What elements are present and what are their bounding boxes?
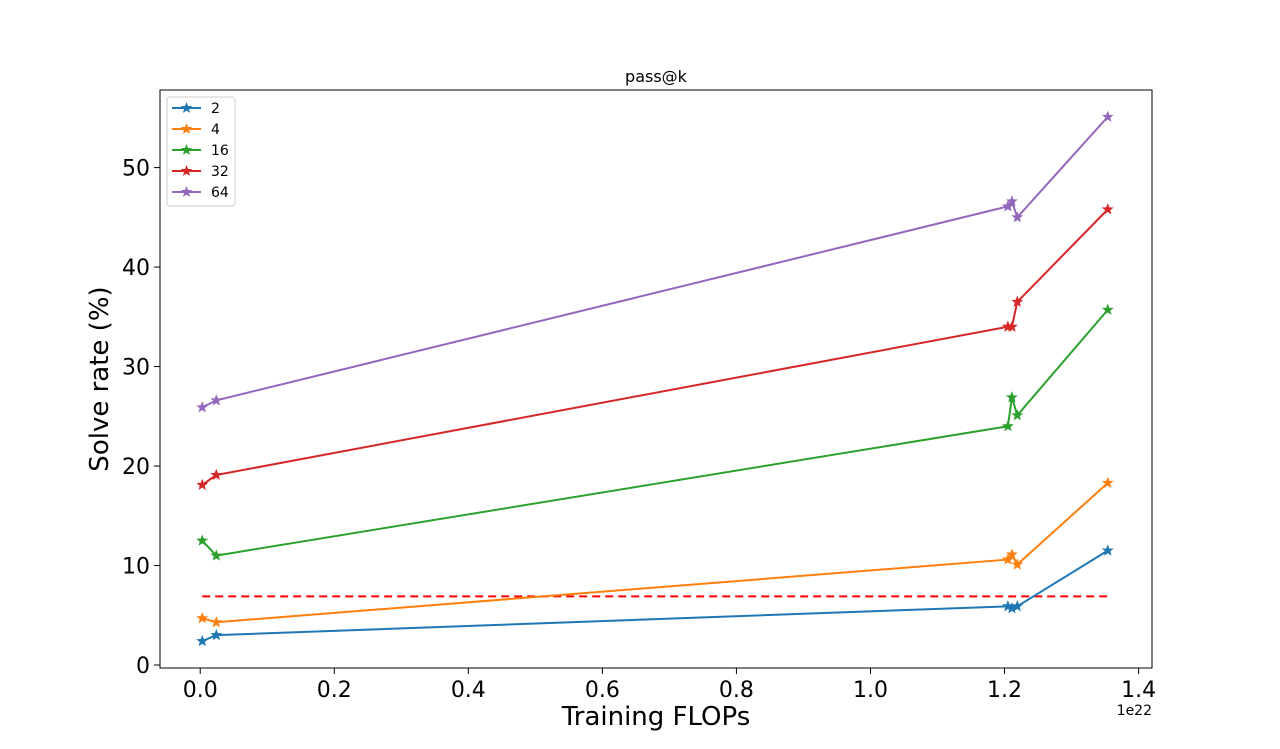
series-64-point xyxy=(210,394,223,406)
series-64-point xyxy=(1005,195,1018,207)
series-16-point xyxy=(1011,409,1024,421)
series-64-point xyxy=(1001,200,1014,212)
series-2-point xyxy=(196,634,209,647)
legend-marker-series-2 xyxy=(180,101,193,113)
series-32-point xyxy=(1005,320,1018,332)
legend-marker-series-16 xyxy=(180,143,193,155)
legend-marker-series-32 xyxy=(180,164,193,176)
series-16-point xyxy=(196,534,209,546)
series-4-point xyxy=(1001,553,1014,565)
series-4 xyxy=(196,476,1114,628)
legend-star-32 xyxy=(180,164,193,176)
series-32-point xyxy=(1101,203,1114,215)
legend-label-series-64: 64 xyxy=(211,185,229,201)
legend-label-series-4: 4 xyxy=(211,122,220,138)
x-tick-label: 0.4 xyxy=(451,678,486,703)
legend-star-4 xyxy=(180,122,193,134)
series-4-point xyxy=(210,615,223,628)
series-2-point xyxy=(210,628,223,641)
series-2-point xyxy=(1011,600,1024,612)
y-tick-label: 50 xyxy=(122,157,150,182)
series-64-point xyxy=(196,401,209,413)
series-4-point xyxy=(1101,476,1114,489)
x-tick-label: 0.0 xyxy=(183,678,218,703)
legend: 2 4 16 32 64 xyxy=(166,96,236,207)
series-4-point xyxy=(1011,558,1024,570)
y-tick-label: 0 xyxy=(136,654,150,679)
x-tick-label: 0.6 xyxy=(585,678,620,703)
series-line-4 xyxy=(201,481,1109,624)
chart-title: pass@k xyxy=(625,67,688,86)
x-tick-label: 1.4 xyxy=(1121,678,1156,703)
series-64 xyxy=(196,110,1114,413)
legend-marker-series-4 xyxy=(180,122,193,134)
y-tick-label: 30 xyxy=(122,356,150,381)
legend-star-64 xyxy=(180,185,193,197)
series-16-point xyxy=(1005,391,1018,403)
series-32-point xyxy=(210,468,223,481)
x-axis-label: Training FLOPs xyxy=(561,702,751,732)
plot-frame xyxy=(159,89,1153,669)
x-axis-offset-label: 1e22 xyxy=(1117,703,1152,719)
series-64-point xyxy=(1101,110,1114,122)
legend-label-series-2: 2 xyxy=(211,101,220,117)
series-16-point xyxy=(210,549,223,561)
series-layer xyxy=(196,110,1114,647)
series-4-point xyxy=(196,612,209,624)
x-tick-label: 0.8 xyxy=(719,678,754,703)
series-32-point xyxy=(1011,295,1024,307)
series-line-16 xyxy=(201,308,1109,557)
series-32 xyxy=(196,203,1114,491)
series-2 xyxy=(196,544,1114,647)
series-16-point xyxy=(1001,420,1014,432)
x-tick-label: 0.2 xyxy=(317,678,352,703)
y-tick-label: 40 xyxy=(122,256,150,281)
legend-label-series-16: 16 xyxy=(211,143,229,159)
series-16-point xyxy=(1101,303,1114,315)
x-tick-label: 1.2 xyxy=(987,678,1022,703)
y-tick-label: 20 xyxy=(122,455,150,480)
y-axis-label: Solve rate (%) xyxy=(85,286,115,471)
series-2-point xyxy=(1101,544,1114,556)
x-tick-label: 1.0 xyxy=(853,678,888,703)
series-line-32 xyxy=(201,208,1109,486)
legend-star-2 xyxy=(180,101,193,113)
series-16 xyxy=(196,303,1114,561)
legend-marker-series-64 xyxy=(180,185,193,197)
legend-label-series-32: 32 xyxy=(211,164,229,180)
legend-box xyxy=(166,96,236,207)
series-4-point xyxy=(1005,548,1018,560)
series-32-point xyxy=(196,478,209,491)
legend-star-16 xyxy=(180,143,193,155)
series-64-point xyxy=(1011,211,1024,223)
y-tick-label: 10 xyxy=(122,555,150,580)
ticks-layer: 0.0 0.2 0.4 0.6 0.8 1.0 1.2 1.4 0 10 20 30 40 50 xyxy=(122,157,1156,703)
series-line-64 xyxy=(201,115,1109,409)
